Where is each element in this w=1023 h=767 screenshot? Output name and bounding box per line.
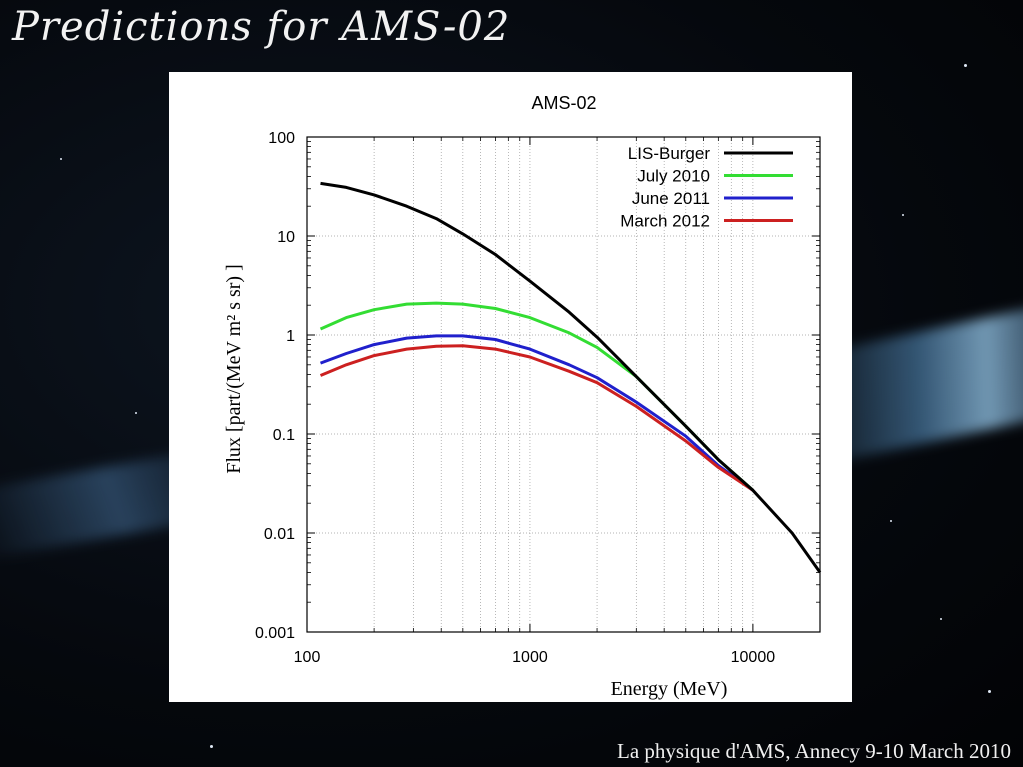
legend-label-june-2011: June 2011 (632, 189, 710, 208)
star (135, 412, 137, 414)
y-axis-label: Flux [part/(MeV m² s sr) ] (223, 264, 245, 474)
slide-footer: La physique d'AMS, Annecy 9-10 March 201… (617, 739, 1011, 763)
series-line-june-2011 (319, 334, 754, 492)
x-axis-label: Energy (MeV) (611, 678, 728, 700)
plot-frame (306, 136, 821, 633)
series-line-july-2010 (319, 301, 754, 492)
x-tick-label: 100 (294, 649, 321, 666)
y-tick-label: 0.1 (273, 427, 295, 444)
series-line-lis-burger (320, 181, 822, 574)
y-tick-label: 100 (268, 130, 295, 147)
axes: 0.001 0.01 0.1 1 10 100 100 1000 10000 (255, 130, 821, 666)
star (890, 520, 892, 522)
star (964, 64, 967, 67)
star (60, 158, 62, 160)
legend-label-lis-burger: LIS-Burger (628, 144, 711, 163)
legend-label-march-2012: March 2012 (620, 212, 710, 231)
legend-label-july-2010: July 2010 (637, 167, 710, 186)
star (902, 214, 904, 216)
star (988, 690, 991, 693)
grid (307, 137, 820, 632)
star (210, 745, 213, 748)
x-tick-label: 1000 (512, 649, 548, 666)
series-line-march-2012 (319, 344, 754, 492)
x-tick-label: 10000 (731, 649, 776, 666)
chart-title: AMS-02 (531, 93, 596, 113)
y-tick-label: 1 (286, 328, 295, 345)
flux-chart: AMS-02 Energy (MeV) Flux [part/(MeV m² s… (223, 93, 822, 700)
y-tick-label: 10 (277, 229, 295, 246)
y-tick-label: 0.01 (264, 526, 295, 543)
star (940, 618, 942, 620)
slide-title: Predictions for AMS-02 (12, 4, 511, 50)
plot-panel: AMS-02 Energy (MeV) Flux [part/(MeV m² s… (169, 72, 852, 702)
y-tick-label: 0.001 (255, 625, 295, 642)
legend: LIS-Burger July 2010 June 2011 March 2012 (620, 144, 793, 231)
